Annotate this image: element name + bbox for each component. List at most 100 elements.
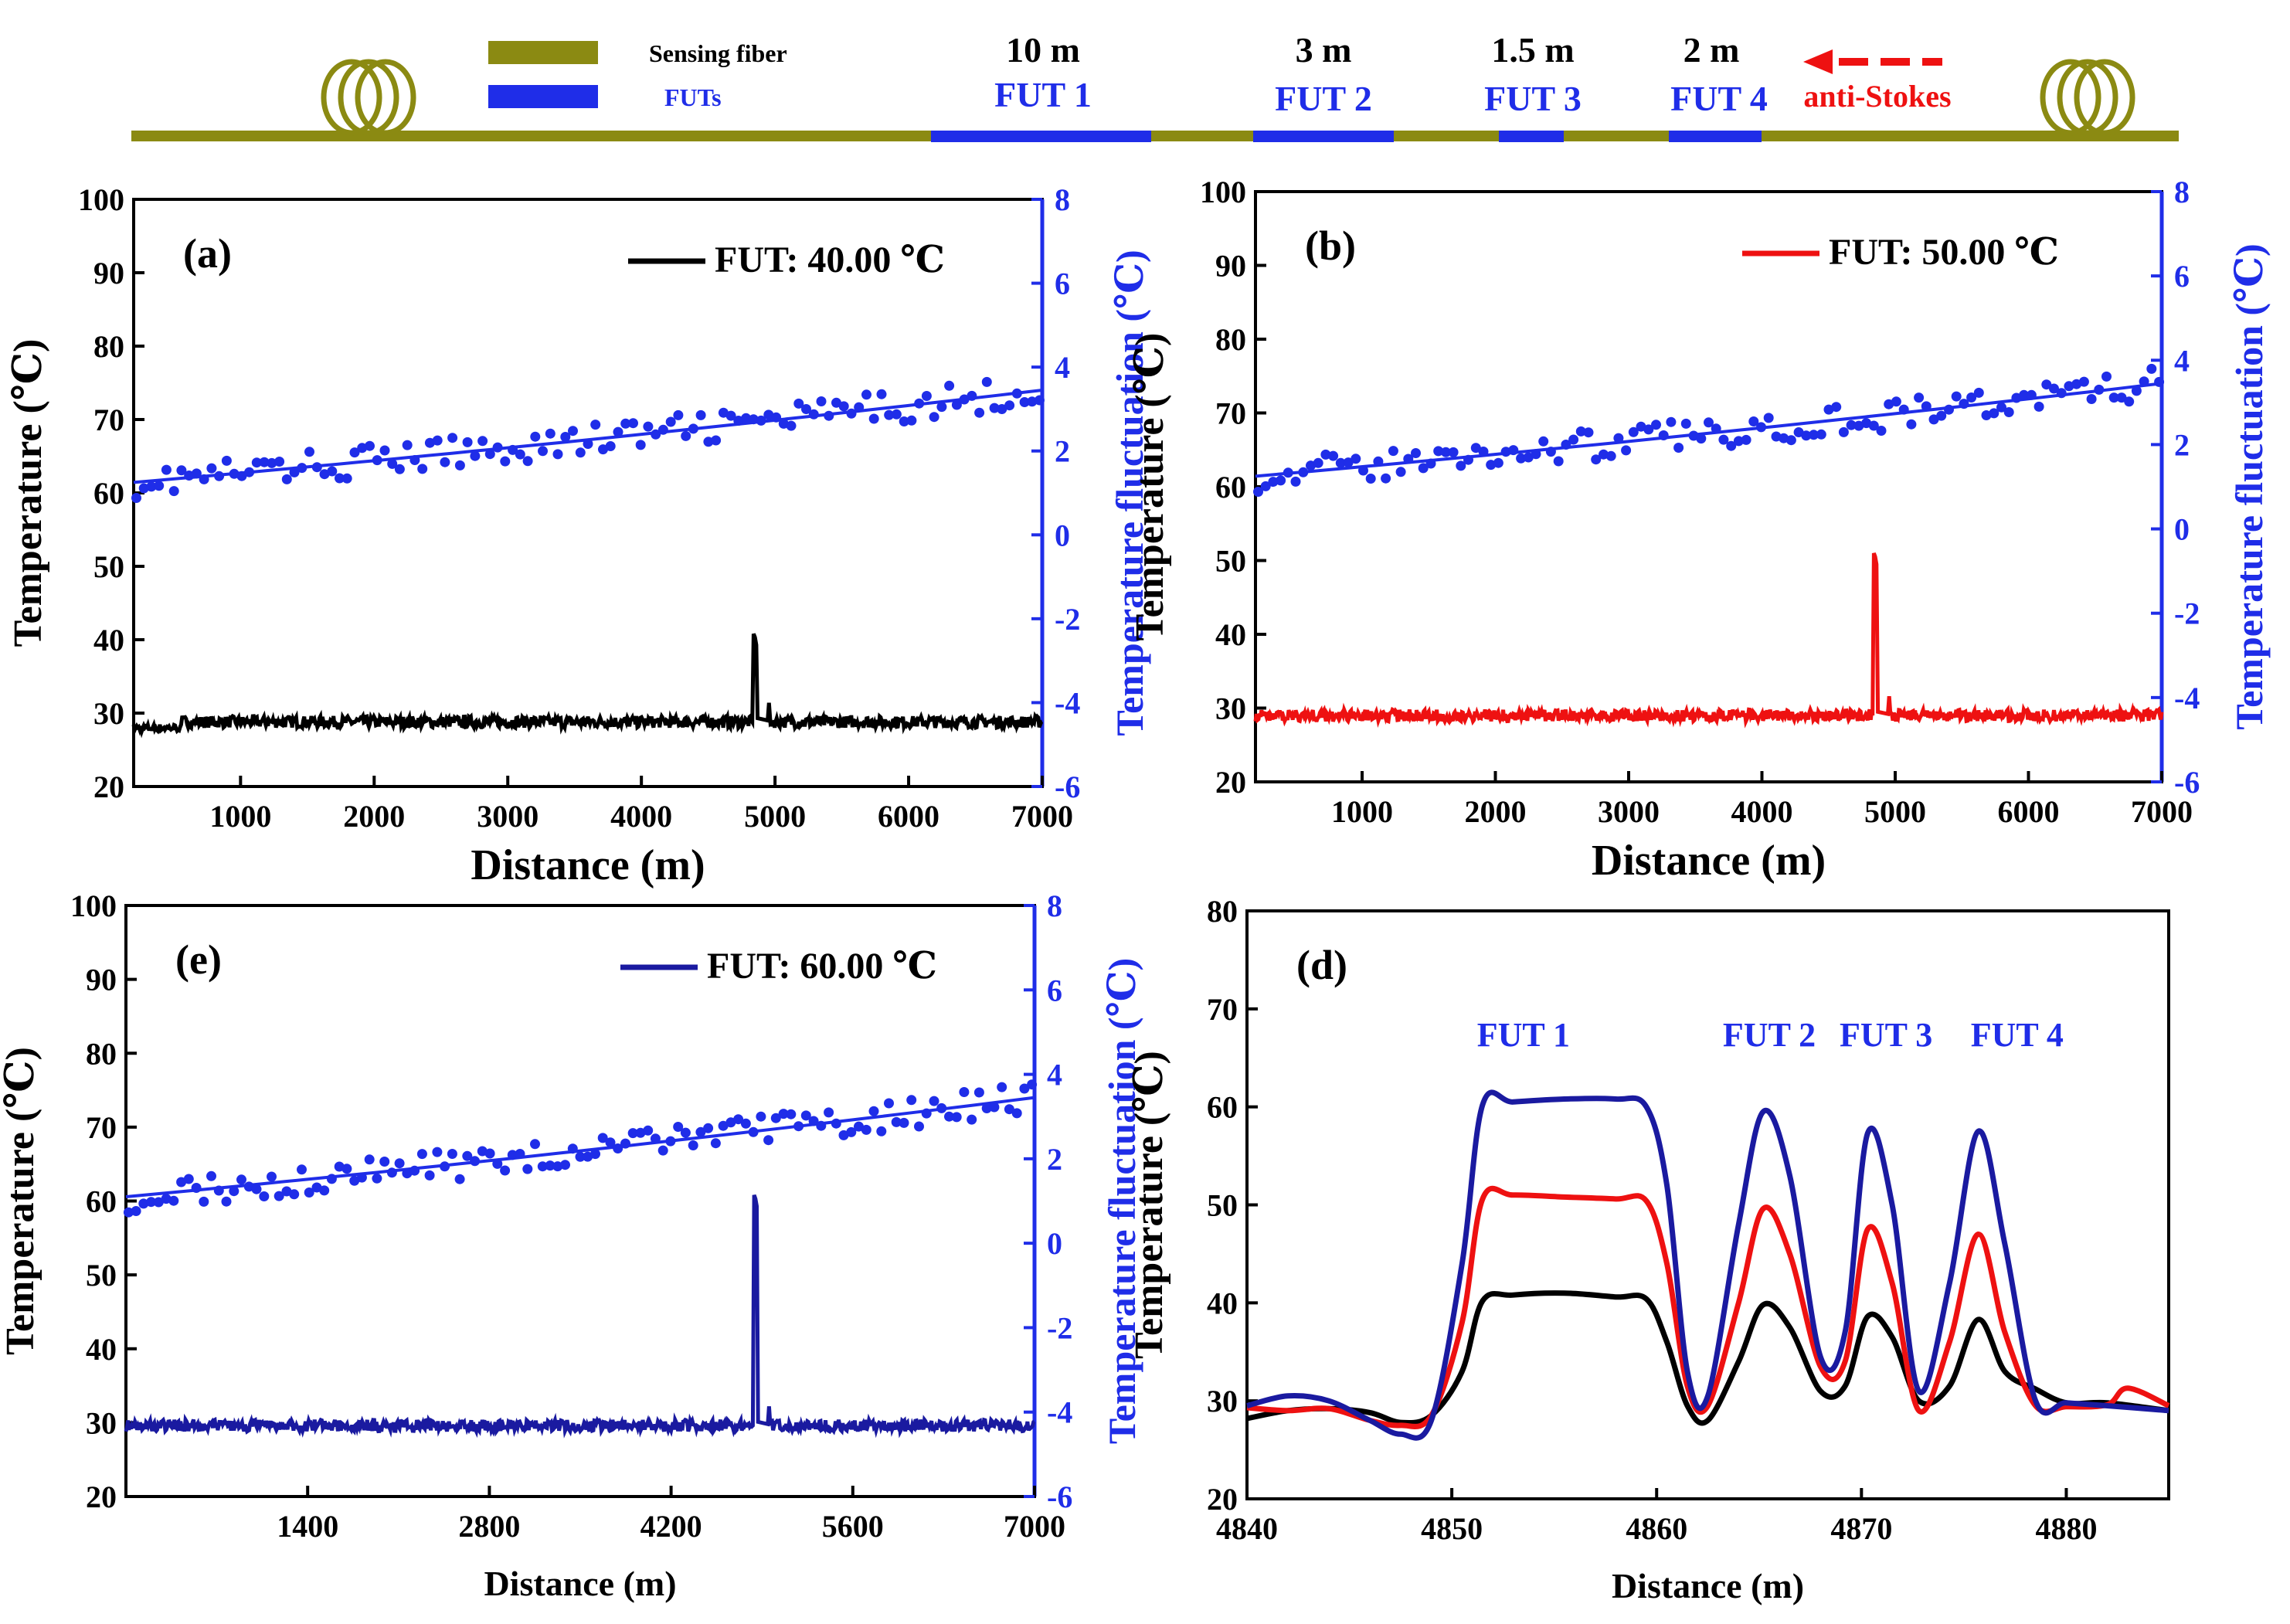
fluctuation-point <box>899 416 909 426</box>
legend-label: FUT: 40.00 ℃ <box>715 240 945 280</box>
chart-panel-d: 4840 4850 4860 4870 4880 20 30 40 50 60 70 80 Distan… <box>1127 894 2170 1605</box>
panel-label: (b) <box>1305 223 1356 269</box>
y-axis-label: Temperature (℃) <box>1128 333 1172 641</box>
fluctuation-point <box>560 432 571 442</box>
fluctuation-point <box>627 1128 638 1139</box>
fluctuation-point <box>1651 420 1661 430</box>
fluctuation-point <box>989 1102 1000 1113</box>
fluctuation-point <box>1004 400 1015 411</box>
fluctuation-point <box>974 407 985 418</box>
fluctuation-point <box>341 1164 352 1174</box>
fluctuation-point <box>2124 396 2135 407</box>
fluctuation-point <box>1004 1104 1014 1115</box>
fluctuation-point <box>1456 460 1466 471</box>
fluctuation-point <box>1936 410 1947 421</box>
fluctuation-point <box>681 430 691 441</box>
fluctuation-point <box>515 1149 525 1159</box>
fluctuation-point <box>861 1124 871 1135</box>
fluctuation-point <box>440 457 450 467</box>
fluctuation-point <box>824 410 834 421</box>
fluctuation-point <box>1621 445 1632 456</box>
fluctuation-point <box>349 447 360 458</box>
x-tick-label: 2800 <box>458 1509 520 1544</box>
fluctuation-point <box>477 1146 488 1157</box>
fut4-segment <box>1669 131 1762 142</box>
fluctuation-point <box>206 1170 216 1181</box>
fluctuation-point <box>1561 440 1571 450</box>
fluctuation-point <box>394 1158 405 1169</box>
fluctuation-point <box>470 1156 481 1167</box>
fluctuation-point <box>492 1158 503 1169</box>
fluctuation-point <box>229 468 240 479</box>
fluctuation-point <box>673 409 684 420</box>
fluctuation-point <box>665 1136 676 1147</box>
fluctuation-point <box>372 455 382 466</box>
fluctuation-point <box>1381 473 1391 484</box>
fluctuation-point <box>492 442 503 453</box>
fluctuation-point <box>364 1154 375 1165</box>
fluctuation-point <box>289 1189 300 1200</box>
fluctuation-point <box>530 1139 540 1150</box>
fluctuation-point <box>944 380 955 391</box>
chart-panel-b: 1000 2000 3000 4000 5000 6000 7000203040506070… <box>1128 175 2271 885</box>
y2-tick-label: 6 <box>2174 259 2190 294</box>
panel-label: (d) <box>1296 942 1347 988</box>
x-tick-label: 5000 <box>1864 794 1926 829</box>
y-tick-label: 40 <box>1207 1286 1238 1320</box>
y-axis-label: Temperature (℃) <box>0 1047 42 1355</box>
fluctuation-point <box>154 481 165 491</box>
x-tick-label: 2000 <box>343 799 405 834</box>
fluctuation-point <box>703 1123 714 1133</box>
fluctuation-point <box>981 376 992 387</box>
fluctuation-point <box>1973 387 1984 398</box>
fluctuation-point <box>846 1126 857 1137</box>
fluctuation-point <box>1763 413 1774 423</box>
fut2-length: 3 m <box>1296 30 1352 70</box>
fut1-segment <box>931 131 1151 142</box>
fluctuation-point <box>733 1114 744 1125</box>
fluctuation-point <box>484 1148 495 1159</box>
y-tick-label: 70 <box>86 1110 117 1145</box>
fluctuation-point <box>1771 431 1782 442</box>
fluctuation-point <box>2049 383 2059 394</box>
fluctuation-point <box>613 1143 623 1153</box>
fluctuation-point <box>341 473 352 484</box>
chart-panel-a: 1000 2000 3000 4000 5000 6000 7000203040506070… <box>6 182 1151 889</box>
y-tick-label: 60 <box>1215 470 1246 505</box>
x-tick-label: 4840 <box>1216 1511 1278 1546</box>
fluctuation-point <box>568 426 578 437</box>
fluctuation-point <box>1358 465 1368 476</box>
fluctuation-point <box>763 1135 774 1146</box>
fluctuation-point <box>508 444 518 455</box>
x-tick-label: 4850 <box>1421 1511 1483 1546</box>
fluctuation-point <box>1816 429 1826 440</box>
fluctuation-point <box>1673 443 1684 453</box>
fluctuation-point <box>620 418 631 429</box>
x-tick-label: 4000 <box>1731 794 1793 829</box>
y-tick-label: 80 <box>93 329 124 364</box>
fluctuation-point <box>1523 452 1534 463</box>
fluctuation-point <box>2019 389 2030 400</box>
fluctuation-point <box>191 1183 202 1193</box>
fluctuation-point <box>1403 454 1414 464</box>
y-tick-label: 40 <box>93 623 124 657</box>
y-tick-label: 90 <box>1215 249 1246 284</box>
fluctuation-point <box>2146 363 2157 374</box>
fluctuation-point <box>740 1118 751 1129</box>
fluctuation-point <box>281 474 292 484</box>
fluctuation-point <box>741 413 752 423</box>
plot-frame <box>1245 909 2170 1500</box>
fluctuation-point <box>1290 476 1301 487</box>
y-axis-label: Temperature (℃) <box>6 339 50 647</box>
y-tick-label: 70 <box>1207 992 1238 1027</box>
fluctuation-point <box>2026 389 2037 400</box>
fluctuation-point <box>876 1126 887 1136</box>
fluctuation-point <box>1425 458 1436 469</box>
fluctuation-point <box>2033 401 2044 412</box>
x-axis-label: Distance (m) <box>1612 1566 1804 1605</box>
fluctuation-point <box>1711 423 1721 434</box>
fluctuation-point <box>884 1098 894 1109</box>
fluctuation-point <box>335 473 345 484</box>
fluctuation-point <box>1298 467 1309 477</box>
x-axis-label: Distance (m) <box>471 841 705 889</box>
